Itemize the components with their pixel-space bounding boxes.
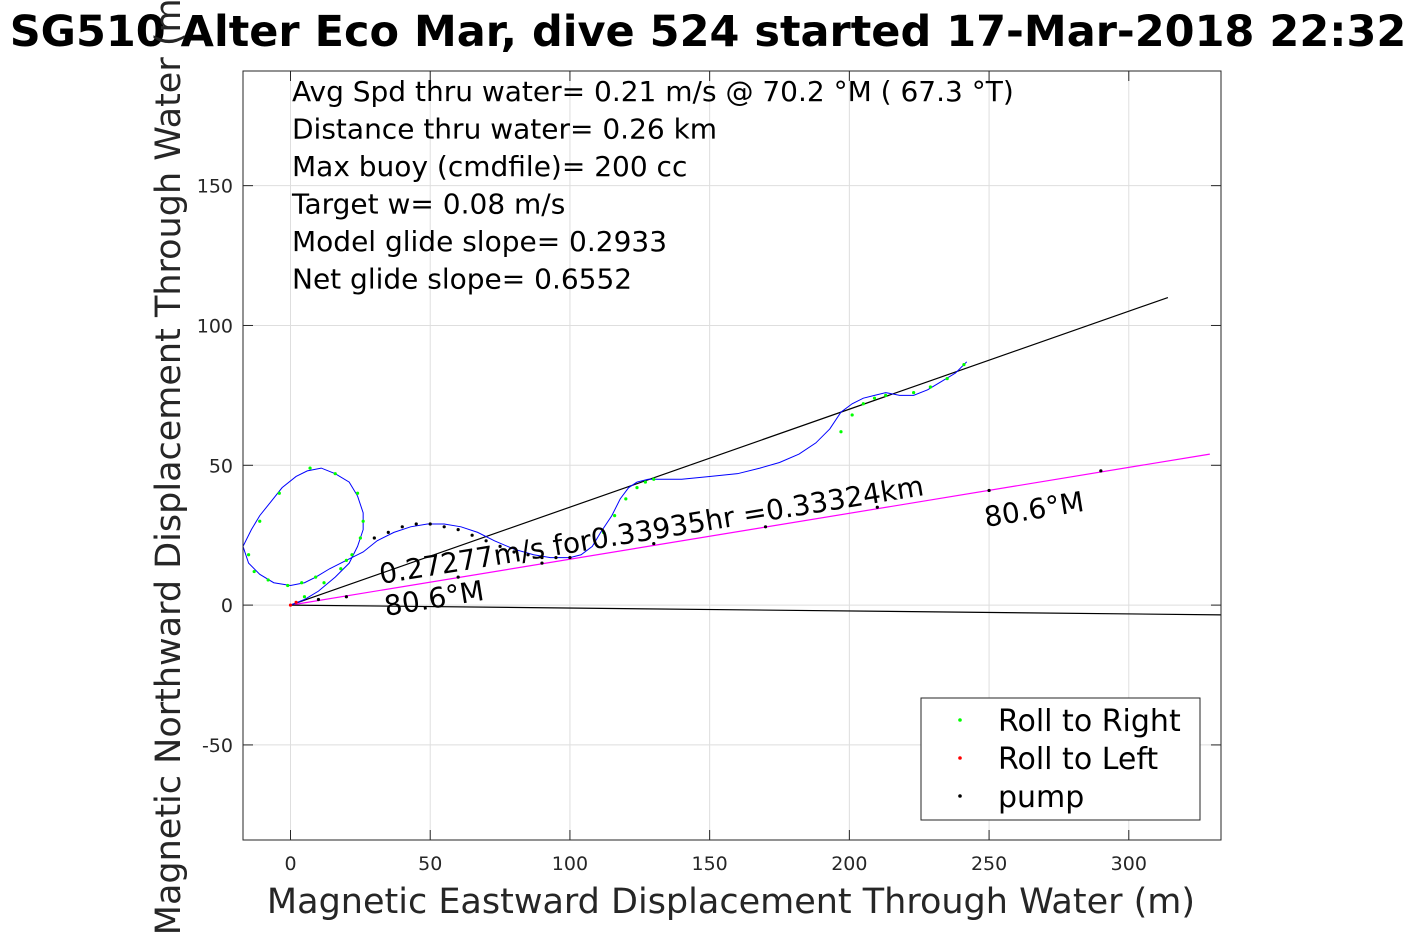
data-point-pump xyxy=(484,539,488,543)
ticks: 0 50 100 150 200 250 300 -50 0 50 100 150 xyxy=(197,71,1221,875)
data-point-pump xyxy=(875,505,879,509)
data-point-roll-to-left xyxy=(288,603,293,607)
data-point-pump xyxy=(763,525,768,529)
data-point-pump xyxy=(428,522,432,526)
legend-marker xyxy=(958,756,962,760)
data-point-roll-to-right xyxy=(861,402,865,406)
data-point-pump xyxy=(414,522,418,526)
track-line xyxy=(242,361,968,606)
y-axis-label: Magnetic Northward Displacement Through … xyxy=(149,0,189,935)
data-point-roll-to-right xyxy=(246,553,251,557)
data-point-pump xyxy=(987,488,991,493)
data-point-roll-to-right xyxy=(945,377,949,381)
data-point-pump xyxy=(652,541,656,546)
plot-frame xyxy=(242,70,1222,841)
x-tick-label: 150 xyxy=(692,853,728,875)
data-point-roll-to-right xyxy=(884,393,888,397)
heading-line xyxy=(290,453,1210,606)
series-layer xyxy=(242,361,1103,607)
data-point-pump xyxy=(372,536,376,540)
x-tick-label: 50 xyxy=(418,853,442,875)
data-point-pump xyxy=(442,525,446,529)
legend-label: pump xyxy=(998,780,1084,815)
x-tick-label: 250 xyxy=(971,853,1007,875)
legend-label: Roll to Left xyxy=(998,742,1158,777)
data-point-roll-to-right xyxy=(350,553,354,557)
data-point-roll-to-right xyxy=(333,472,337,476)
reference-lines xyxy=(290,296,1222,616)
data-point-roll-to-right xyxy=(277,491,281,495)
data-point-pump xyxy=(1099,469,1103,473)
data-point-pump xyxy=(512,550,516,554)
data-point-pump xyxy=(386,530,390,535)
data-point-roll-to-right xyxy=(308,466,312,470)
data-point-roll-to-right xyxy=(258,519,262,523)
legend-marker xyxy=(958,718,962,722)
data-point-roll-to-right xyxy=(286,583,290,588)
data-point-pump xyxy=(540,555,544,560)
data-point-roll-to-right xyxy=(652,477,656,481)
y-tick-label: 150 xyxy=(197,176,233,198)
data-point-roll-to-right xyxy=(300,581,304,585)
net-glide-line xyxy=(290,296,1169,606)
data-point-pump xyxy=(456,575,460,579)
x-tick-label: 200 xyxy=(831,853,867,875)
data-point-roll-to-right xyxy=(635,486,639,490)
data-point-pump xyxy=(554,555,558,560)
data-point-pump xyxy=(400,525,404,529)
data-point-roll-to-right xyxy=(643,480,647,484)
info-line: Max buoy (cmdfile)= 200 cc xyxy=(292,150,687,183)
legend-box xyxy=(920,697,1201,821)
info-line: Model glide slope= 0.2933 xyxy=(292,225,667,258)
data-point-pump xyxy=(344,595,348,599)
data-point-roll-to-right xyxy=(962,363,966,367)
x-tick-label: 300 xyxy=(1111,853,1147,875)
data-point-roll-to-right xyxy=(302,595,307,599)
data-point-roll-to-right xyxy=(355,491,360,495)
data-point-roll-to-right xyxy=(314,575,318,579)
data-point-roll-to-right xyxy=(613,514,617,518)
info-line: Net glide slope= 0.6552 xyxy=(292,263,632,296)
data-point-roll-to-right xyxy=(361,519,365,523)
data-point-pump xyxy=(470,533,474,537)
current-line xyxy=(290,604,1222,616)
info-line: Distance thru water= 0.26 km xyxy=(292,113,717,146)
data-point-roll-to-right xyxy=(839,430,843,434)
data-point-pump xyxy=(456,528,460,532)
data-point-roll-to-right xyxy=(912,390,916,395)
data-point-roll-to-right xyxy=(266,578,270,582)
data-point-roll-to-right xyxy=(601,530,606,535)
data-point-roll-to-right xyxy=(928,385,932,389)
x-tick-label: 100 xyxy=(552,853,588,875)
y-tick-label: 100 xyxy=(197,315,233,337)
info-text-block: Avg Spd thru water= 0.21 m/s @ 70.2 °M (… xyxy=(291,75,1014,296)
y-tick-label: -50 xyxy=(202,735,233,757)
data-point-roll-to-left xyxy=(294,600,298,604)
data-point-roll-to-right xyxy=(339,567,343,571)
data-point-roll-to-right xyxy=(850,413,854,417)
data-point-roll-to-right xyxy=(344,558,348,562)
data-point-roll-to-right xyxy=(358,536,362,540)
data-point-roll-to-right xyxy=(872,396,877,400)
legend-marker xyxy=(958,794,962,798)
data-point-roll-to-right xyxy=(322,581,326,585)
info-line: Avg Spd thru water= 0.21 m/s @ 70.2 °M (… xyxy=(292,75,1014,108)
info-line: Target w= 0.08 m/s xyxy=(291,188,565,221)
data-point-pump xyxy=(526,553,530,557)
x-axis-label: Magnetic Eastward Displacement Through W… xyxy=(267,882,1195,922)
y-tick-label: 50 xyxy=(209,455,233,477)
data-point-pump xyxy=(316,597,321,602)
data-point-roll-to-right xyxy=(624,497,628,501)
y-tick-label: 0 xyxy=(221,595,233,617)
chart-title: SG510 Alter Eco Mar, dive 524 started 17… xyxy=(10,7,1407,57)
data-point-pump xyxy=(568,555,572,560)
grid xyxy=(243,71,1221,840)
data-point-pump xyxy=(498,544,502,548)
legend-label: Roll to Right xyxy=(998,704,1181,739)
data-point-pump xyxy=(540,561,544,565)
x-tick-label: 0 xyxy=(284,853,296,875)
data-point-roll-to-right xyxy=(252,569,256,574)
